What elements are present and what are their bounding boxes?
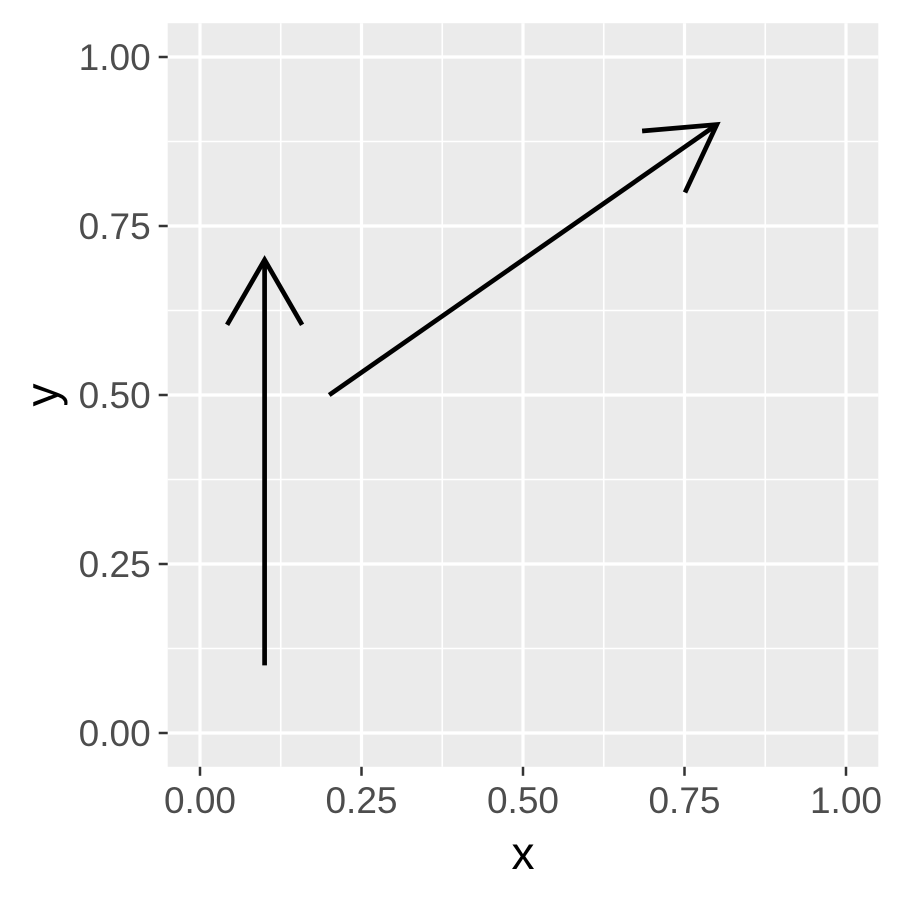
y-axis-tick-label: 0.75 — [79, 206, 151, 247]
arrow-segment-head — [641, 121, 721, 194]
y-axis-tick-label: 0.25 — [79, 544, 151, 585]
y-axis-title: y — [16, 384, 68, 407]
y-axis-tick-label: 1.00 — [79, 37, 151, 78]
x-axis-tick-label: 0.50 — [487, 780, 559, 821]
x-axis-tick-label: 0.25 — [325, 780, 397, 821]
y-axis-tick-label: 0.00 — [79, 713, 151, 754]
x-axis-title: x — [512, 827, 535, 879]
arrow-segment-head — [225, 255, 305, 326]
x-axis-tick-label: 1.00 — [810, 780, 882, 821]
x-axis-tick-label: 0.00 — [164, 780, 236, 821]
y-axis-tick-label: 0.50 — [79, 375, 151, 416]
x-axis-tick-label: 0.75 — [648, 780, 720, 821]
arrow-segment-shaft — [327, 122, 719, 397]
